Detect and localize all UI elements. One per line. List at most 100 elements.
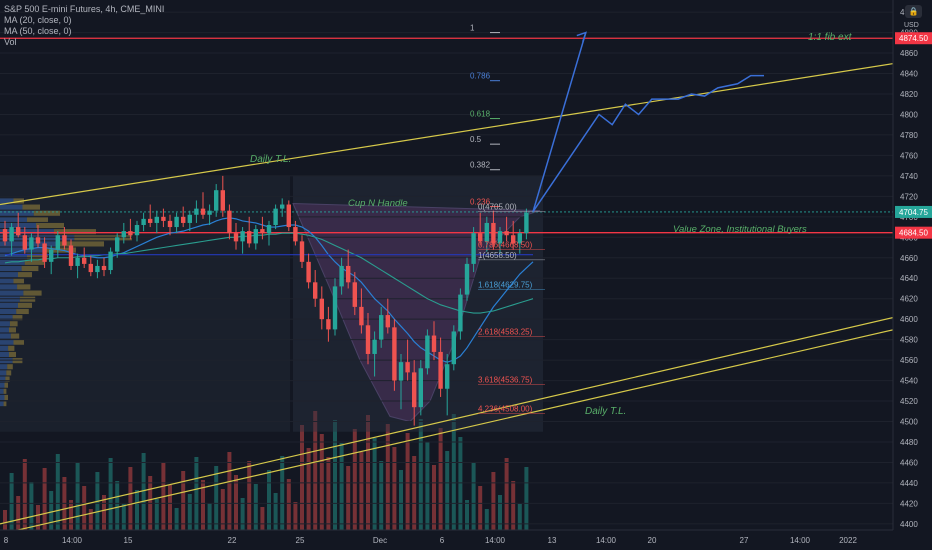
candle-body bbox=[68, 245, 74, 266]
lock-icon[interactable]: 🔒 bbox=[905, 5, 922, 18]
profile-bar bbox=[0, 315, 13, 321]
candle-body bbox=[326, 319, 331, 330]
symbol-title[interactable]: S&P 500 E-mini Futures, 4h, CME_MINI bbox=[4, 4, 165, 14]
profile-bar bbox=[54, 229, 96, 235]
fib-ext-price-tag bbox=[895, 32, 932, 45]
volume-bar bbox=[306, 448, 311, 530]
candle-body bbox=[451, 331, 456, 365]
candle-body bbox=[194, 208, 199, 215]
profile-bar bbox=[0, 198, 14, 204]
price-tick-label: 4800 bbox=[900, 110, 918, 119]
profile-bar bbox=[7, 364, 13, 370]
profile-bar bbox=[24, 259, 44, 265]
profile-bar bbox=[0, 278, 14, 284]
profile-bar bbox=[0, 265, 22, 272]
volume-bar bbox=[260, 507, 265, 530]
volume-bar bbox=[319, 434, 324, 530]
candle-body bbox=[511, 235, 516, 244]
profile-bar bbox=[0, 229, 54, 235]
candle-body bbox=[418, 368, 423, 408]
cup-annotation: Cup N Handle bbox=[348, 198, 408, 209]
volume-bar bbox=[194, 457, 199, 530]
candle-body bbox=[299, 241, 305, 262]
time-tick-label: 15 bbox=[124, 536, 133, 545]
volume-bar bbox=[425, 442, 430, 530]
vol-legend[interactable]: Vol bbox=[4, 37, 17, 47]
volume-bar bbox=[240, 498, 245, 530]
candle-body bbox=[174, 216, 179, 228]
candle-body bbox=[352, 282, 357, 307]
candle-body bbox=[484, 222, 489, 242]
candle-body bbox=[517, 233, 522, 244]
projection-arrowhead bbox=[576, 31, 587, 42]
candle-body bbox=[293, 227, 298, 242]
candle-body bbox=[438, 351, 443, 389]
price-tick-label: 4720 bbox=[900, 192, 918, 201]
candle-body bbox=[2, 229, 8, 242]
volume-bar bbox=[313, 411, 318, 530]
volume-bar bbox=[214, 466, 219, 530]
value-zone-annotation: Value Zone, Institutional Buyers bbox=[673, 224, 807, 235]
profile-bar bbox=[0, 327, 9, 333]
ma20-legend[interactable]: MA (20, close, 0) bbox=[4, 15, 72, 25]
current-price-tag bbox=[895, 205, 932, 218]
profile-bar bbox=[8, 345, 15, 351]
price-tick-label: 4500 bbox=[900, 418, 918, 427]
ma50-legend[interactable]: MA (50, close, 0) bbox=[4, 26, 72, 36]
volume-bar bbox=[412, 456, 417, 530]
volume-bar bbox=[366, 415, 370, 530]
profile-bar bbox=[22, 204, 40, 210]
volume-bar bbox=[29, 482, 34, 530]
profile-bar bbox=[0, 284, 18, 290]
volume-bar bbox=[498, 495, 502, 530]
volume-bar bbox=[161, 462, 166, 530]
volume-bar bbox=[174, 508, 179, 530]
time-tick-label: 27 bbox=[740, 536, 749, 545]
fib-ext-price-label: 4874.50 bbox=[899, 34, 928, 43]
volume-bar bbox=[359, 452, 364, 530]
volume-bar bbox=[102, 495, 106, 530]
candles[interactable] bbox=[2, 175, 529, 426]
time-tick-label: 25 bbox=[296, 536, 305, 545]
candle-body bbox=[148, 218, 153, 223]
candle-body bbox=[273, 208, 278, 226]
profile-bar bbox=[0, 290, 24, 296]
volume-bar bbox=[82, 486, 87, 530]
value-zone-price-label: 4684.50 bbox=[899, 229, 928, 238]
volume-bars bbox=[3, 411, 529, 530]
volume-bar bbox=[9, 473, 14, 530]
fib-label: 2.618(4583.25) bbox=[478, 328, 533, 337]
candle-body bbox=[372, 339, 377, 354]
projection-paths bbox=[532, 31, 764, 213]
candle-body bbox=[431, 335, 437, 352]
price-tick-label: 4520 bbox=[900, 397, 918, 406]
candle-body bbox=[214, 190, 219, 211]
trend-lines bbox=[0, 37, 896, 535]
profile-bar bbox=[6, 370, 12, 376]
profile-bar bbox=[5, 376, 10, 382]
price-tick-label: 4600 bbox=[900, 315, 918, 324]
price-tick-label: 4640 bbox=[900, 274, 918, 283]
profile-bar bbox=[0, 253, 27, 259]
volume-bar bbox=[207, 503, 212, 530]
price-tick-label: 4740 bbox=[900, 172, 918, 181]
candle-body bbox=[128, 231, 133, 236]
volume-bar bbox=[432, 465, 436, 530]
price-tick-label: 4440 bbox=[900, 479, 918, 488]
price-tick-label: 4760 bbox=[900, 151, 918, 160]
fib-label: 0.618 bbox=[470, 110, 491, 119]
profile-bar bbox=[0, 382, 5, 388]
fib-label: 0.786 bbox=[470, 72, 491, 81]
profile-bar bbox=[18, 272, 32, 278]
volume-bar bbox=[227, 452, 232, 530]
price-tick-label: 4840 bbox=[900, 70, 918, 79]
candle-body bbox=[154, 216, 159, 223]
volume-bar bbox=[69, 500, 73, 530]
profile-bar bbox=[0, 308, 17, 315]
volume-bar bbox=[465, 500, 469, 530]
profile-bar bbox=[0, 339, 14, 345]
candle-body bbox=[75, 257, 80, 266]
candle-body bbox=[359, 306, 364, 326]
volume-bar bbox=[49, 491, 54, 530]
